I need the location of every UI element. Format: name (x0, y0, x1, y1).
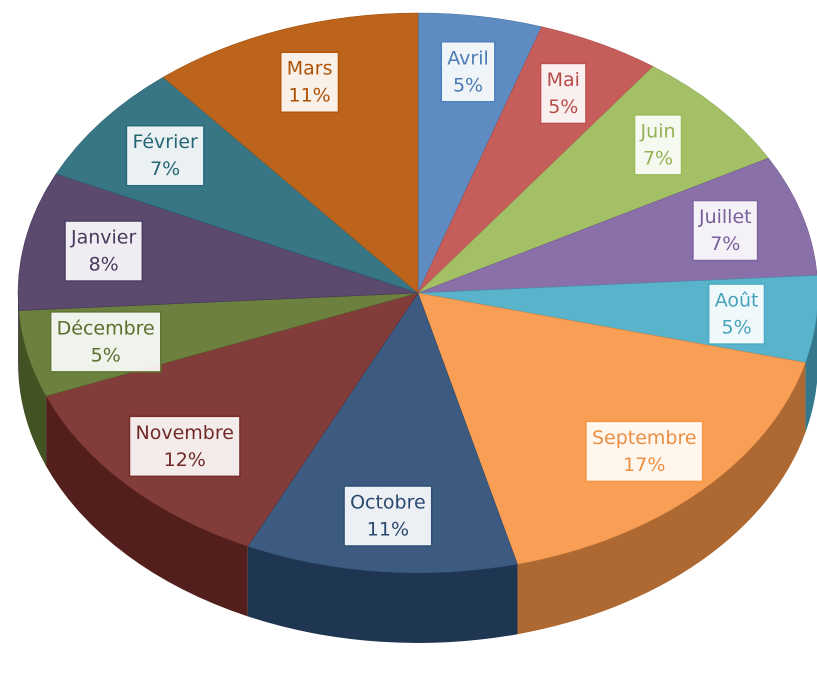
category-label: Septembre (592, 427, 697, 449)
label-box (49, 311, 162, 373)
data-label: Janvier 8% (64, 220, 144, 282)
slice-side (247, 546, 518, 643)
slice-side (805, 312, 817, 433)
slice-side (18, 310, 47, 467)
slice (247, 292, 518, 574)
category-label: Février (132, 131, 198, 153)
category-label: Novembre (136, 422, 234, 444)
slice-side (517, 362, 806, 635)
label-box (440, 41, 496, 103)
value-label: 8% (89, 254, 119, 276)
category-label: Juillet (698, 206, 752, 228)
slice (162, 12, 419, 294)
value-label: 7% (150, 158, 180, 180)
value-label: 5% (722, 317, 752, 339)
label-box (633, 114, 683, 176)
label-box (128, 415, 241, 478)
data-label: Octobre 11% (343, 485, 433, 547)
category-label: Octobre (350, 492, 426, 514)
category-label: Mars (287, 58, 333, 80)
value-label: 7% (710, 233, 740, 255)
data-label: Avril 5% (440, 41, 496, 103)
value-label: 12% (164, 449, 206, 471)
data-label: Février 7% (125, 124, 205, 187)
data-label: Juillet 7% (692, 199, 759, 262)
value-label: 5% (91, 344, 121, 366)
category-label: Juin (640, 120, 676, 142)
value-label: 11% (288, 85, 330, 107)
category-label: Août (715, 290, 759, 312)
category-label: Mai (547, 69, 580, 91)
value-label: 17% (623, 454, 665, 476)
data-label: Juin 7% (633, 114, 683, 176)
value-label: 11% (367, 519, 409, 541)
value-label: 5% (548, 96, 578, 118)
label-box (279, 51, 340, 113)
value-label: 7% (643, 147, 673, 169)
label-box (125, 124, 205, 187)
data-label: Mars 11% (279, 51, 340, 113)
label-box (64, 220, 144, 282)
data-label: Mai 5% (539, 62, 587, 125)
label-box (539, 62, 587, 125)
category-label: Avril (447, 47, 489, 69)
label-box (692, 199, 759, 262)
slice-side (46, 396, 248, 617)
value-label: 5% (453, 74, 483, 96)
category-label: Janvier (70, 227, 137, 249)
data-label: Août 5% (707, 283, 766, 345)
slice-side (18, 293, 19, 381)
data-label: Décembre 5% (49, 311, 162, 373)
label-box (707, 283, 766, 345)
data-label: Septembre 17% (585, 420, 704, 483)
label-box (585, 420, 704, 483)
data-label: Novembre 12% (128, 415, 241, 478)
label-box (343, 485, 433, 547)
category-label: Décembre (57, 317, 155, 339)
